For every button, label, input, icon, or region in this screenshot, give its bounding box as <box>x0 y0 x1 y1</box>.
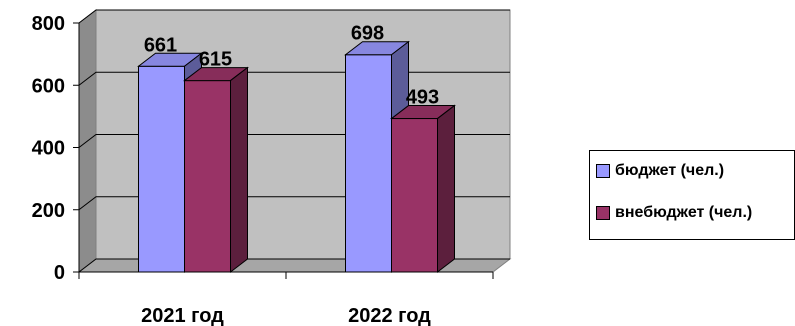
legend-label-budget: бюджет (чел.) <box>615 162 725 179</box>
data-label: 615 <box>199 49 232 71</box>
data-label: 661 <box>144 34 177 56</box>
legend: бюджет (чел.) внебюджет (чел.) <box>589 150 795 240</box>
bar-side <box>230 66 248 274</box>
bar <box>391 118 438 273</box>
legend-label-extrabudget: внебюджет (чел.) <box>615 204 753 221</box>
bar <box>184 80 231 273</box>
x-category-label: 2022 год <box>348 305 431 326</box>
y-tick-label: 200 <box>32 200 65 222</box>
bar <box>138 65 185 273</box>
gridline <box>78 9 510 24</box>
y-tick-label: 0 <box>54 262 65 284</box>
legend-swatch-budget <box>596 164 610 178</box>
y-tick-label: 400 <box>32 138 65 160</box>
legend-item-budget: бюджет (чел.) <box>596 161 794 181</box>
y-tick-label: 800 <box>32 13 65 35</box>
bar-side <box>437 104 455 274</box>
x-category-label: 2021 год <box>141 305 224 326</box>
y-tick-label: 600 <box>32 75 65 97</box>
bar <box>345 54 392 273</box>
legend-swatch-extrabudget <box>596 206 610 220</box>
legend-item-extrabudget: внебюджет (чел.) <box>596 203 794 223</box>
data-label: 493 <box>406 87 439 109</box>
data-label: 698 <box>351 23 384 45</box>
